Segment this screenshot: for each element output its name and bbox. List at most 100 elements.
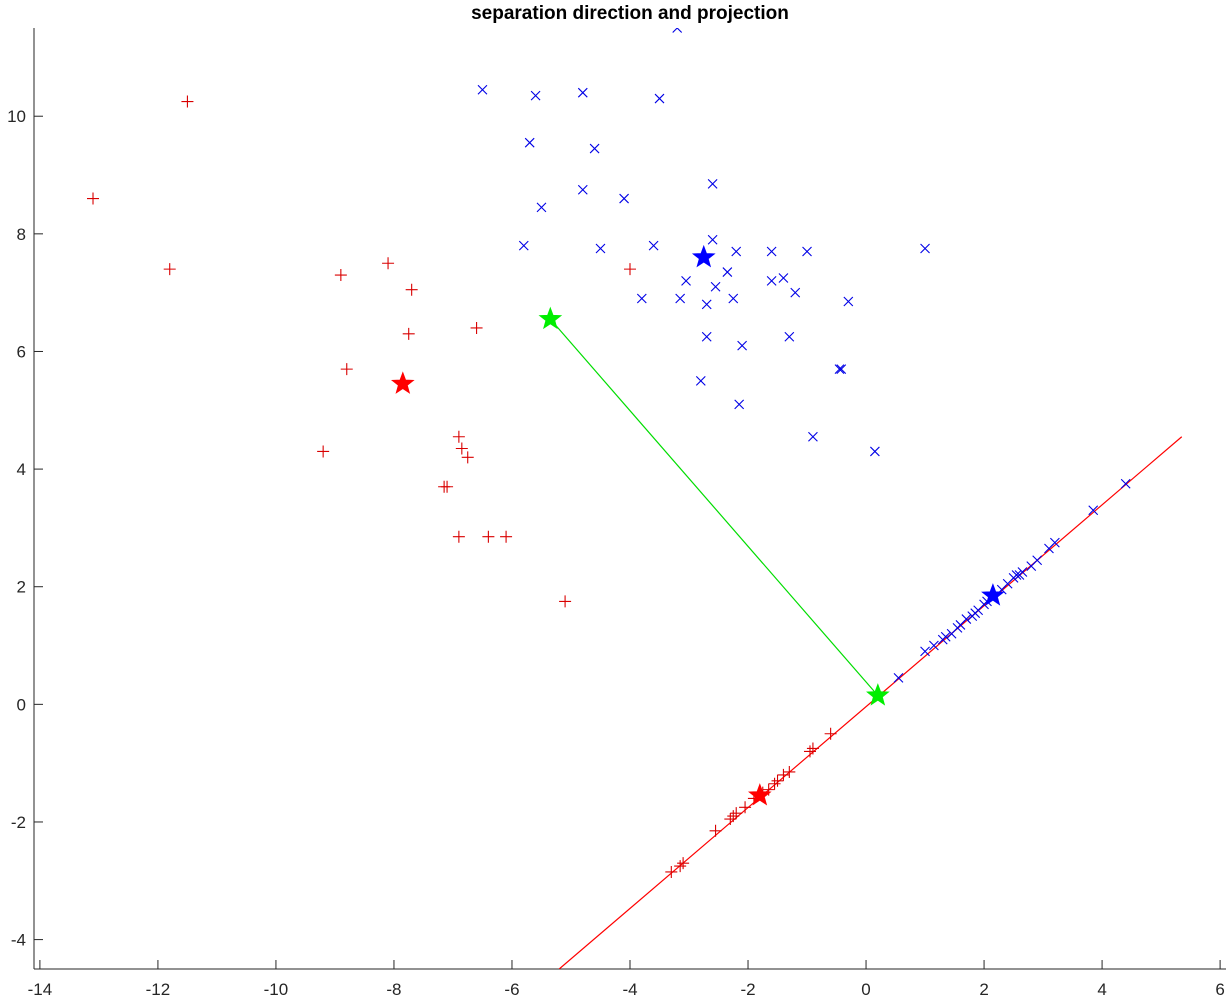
x-marker: [1032, 555, 1043, 566]
plus-marker: [806, 742, 819, 755]
x-marker: [648, 240, 659, 251]
x-marker: [870, 446, 880, 457]
x-marker: [701, 331, 712, 342]
plus-marker: [482, 530, 495, 543]
x-tick-label: -8: [386, 980, 401, 999]
x-marker: [836, 364, 847, 375]
plus-marker: [771, 774, 784, 787]
plus-marker: [163, 263, 176, 276]
y-tick-label: 6: [17, 342, 26, 361]
plus-marker: [181, 95, 194, 108]
x-marker: [675, 293, 686, 304]
plus-marker: [455, 442, 468, 455]
x-marker: [1017, 567, 1028, 577]
star-marker: [691, 244, 716, 268]
x-marker: [518, 240, 529, 251]
x-tick-label: 0: [861, 980, 870, 999]
x-marker: [536, 202, 547, 213]
star-marker: [866, 683, 890, 706]
x-marker: [1049, 537, 1060, 548]
x-marker: [577, 87, 588, 98]
plus-marker: [730, 807, 743, 820]
x-marker: [929, 640, 939, 651]
x-tick-label: 4: [1097, 980, 1106, 999]
x-marker: [808, 431, 818, 442]
plus-marker: [559, 595, 572, 608]
plus-marker: [405, 283, 418, 296]
x-marker: [920, 243, 930, 254]
y-tick-label: -4: [11, 931, 26, 950]
star-marker: [747, 783, 772, 806]
x-marker: [784, 331, 795, 342]
x-marker: [722, 267, 733, 277]
x-marker: [701, 299, 712, 310]
x-marker: [731, 246, 742, 257]
x-marker: [707, 178, 718, 189]
axes: -14 -12 -10 -8 -6 -4 -2 0 2 4 6 -4 -2 0 2 4 6 8 10: [7, 28, 1226, 999]
plus-marker: [624, 263, 636, 276]
x-marker: [940, 631, 951, 642]
x-marker: [1011, 570, 1022, 580]
plus-marker: [824, 727, 837, 740]
star-marker: [981, 583, 1005, 606]
plus-marker: [402, 327, 415, 340]
x-marker: [654, 93, 665, 104]
y-tick-label: 8: [17, 225, 26, 244]
projection-direction-line: [558, 436, 1183, 969]
x-marker: [636, 293, 647, 304]
plus-marker: [461, 451, 474, 464]
x-tick-label: -14: [28, 980, 53, 999]
x-tick-label: 2: [979, 980, 988, 999]
plot-area: [87, 28, 1183, 969]
x-marker: [577, 184, 588, 195]
x-tick-label: -4: [622, 980, 637, 999]
x-marker: [834, 364, 845, 375]
x-marker: [737, 340, 748, 351]
plus-marker: [87, 192, 100, 205]
plus-marker: [768, 777, 781, 790]
x-marker: [595, 243, 606, 254]
x-marker: [530, 90, 541, 101]
y-tick-label: -2: [11, 813, 26, 832]
x-marker: [766, 246, 777, 257]
y-tick-label: 0: [17, 695, 26, 714]
x-marker: [477, 84, 488, 95]
plus-marker: [452, 530, 465, 543]
x-marker: [920, 646, 930, 657]
y-tick-label: 4: [17, 460, 26, 479]
plus-marker: [382, 257, 395, 270]
plus-marker: [317, 445, 330, 458]
plus-marker: [709, 824, 722, 837]
x-marker: [710, 281, 721, 292]
plus-marker: [340, 363, 353, 376]
chart-title: separation direction and projection: [471, 3, 789, 24]
x-marker: [802, 246, 812, 257]
plus-marker: [803, 745, 816, 758]
plus-marker: [334, 269, 347, 282]
x-marker: [893, 672, 904, 683]
x-marker: [695, 375, 706, 386]
plus-marker: [727, 810, 740, 823]
plus-marker: [777, 768, 790, 781]
x-tick-label: -2: [740, 980, 755, 999]
x-tick-label: -10: [264, 980, 289, 999]
x-tick-label: -6: [504, 980, 519, 999]
x-marker: [1088, 505, 1099, 516]
plus-marker: [452, 430, 465, 443]
x-marker: [524, 137, 535, 148]
plus-marker: [677, 857, 690, 870]
x-marker: [790, 287, 801, 298]
x-marker: [672, 28, 683, 33]
x-marker: [843, 296, 854, 307]
star-marker: [538, 306, 563, 330]
plus-marker: [724, 813, 737, 826]
x-marker: [778, 273, 789, 283]
plus-marker: [441, 480, 454, 493]
plus-marker: [500, 530, 513, 543]
y-tick-label: 2: [17, 578, 26, 597]
x-marker: [766, 276, 777, 286]
x-marker: [619, 193, 629, 204]
x-marker: [707, 234, 718, 245]
star-marker: [390, 371, 415, 394]
